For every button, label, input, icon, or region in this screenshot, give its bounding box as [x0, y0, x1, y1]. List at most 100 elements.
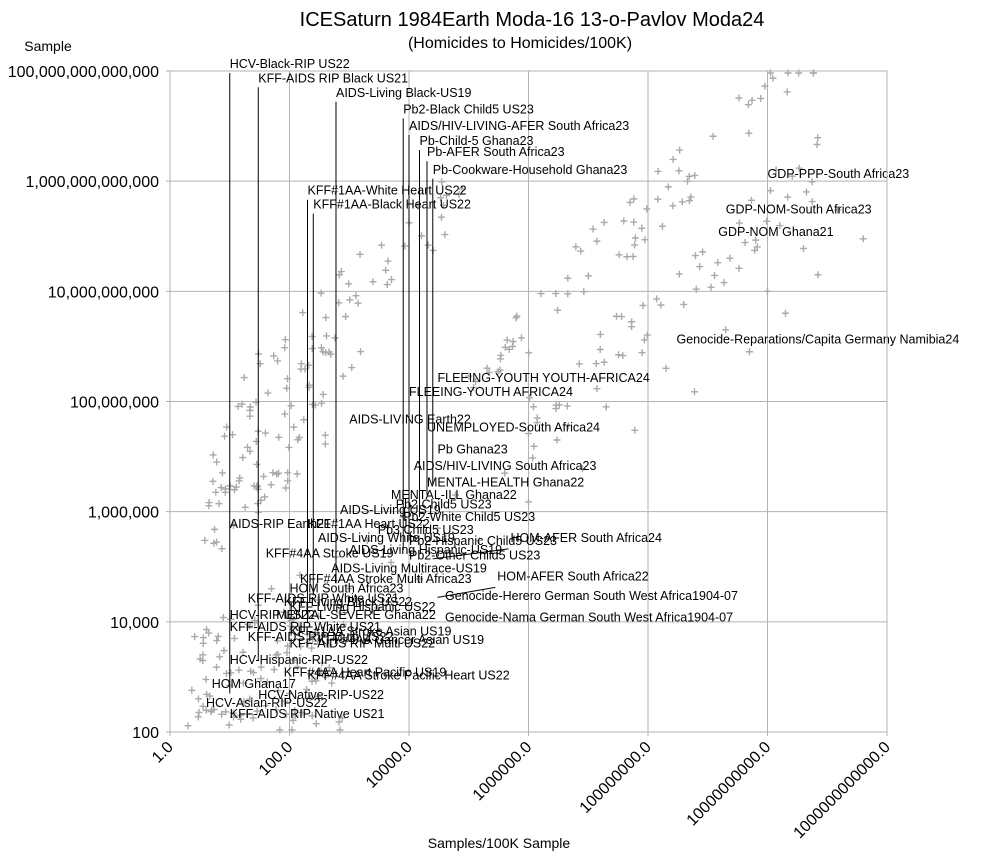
data-point	[795, 164, 803, 172]
data-point	[505, 345, 513, 353]
annotation-label: KFF-AIDS RIP Multi US22	[290, 637, 436, 651]
data-point	[628, 318, 636, 326]
data-point	[230, 522, 238, 530]
annotation-label: MENTAL-SEVERE Ghana22	[276, 608, 436, 622]
data-point	[808, 198, 816, 206]
data-point	[314, 693, 322, 701]
data-point	[253, 707, 261, 715]
data-point	[216, 653, 224, 661]
data-point	[384, 257, 392, 265]
data-point	[763, 217, 771, 225]
annotation-label: KFF#4AA Stroke Multi Africa23	[300, 572, 472, 586]
data-point	[219, 613, 227, 621]
data-point	[685, 172, 693, 180]
data-point	[339, 372, 347, 380]
data-point	[286, 622, 294, 630]
data-point	[653, 295, 661, 303]
data-point	[199, 651, 207, 659]
annotation-label: HOM-AFER South Africa22	[497, 569, 648, 583]
data-point	[222, 708, 230, 716]
y-tick-label: 1,000,000	[88, 505, 159, 522]
annotation-label: UNEMPLOYED-South Africa24	[427, 421, 600, 435]
y-tick-label: 100,000,000	[70, 395, 159, 412]
data-point	[726, 254, 734, 262]
annotation-label: FLEEING-YOUTH AFRICA24	[409, 385, 573, 399]
data-point	[735, 264, 743, 272]
data-point	[623, 253, 631, 261]
annotation-label: AIDS-Living US19	[340, 503, 441, 517]
data-point	[564, 274, 572, 282]
data-point	[458, 185, 466, 193]
annotation-label: MENTAL-HEALTH Ghana22	[427, 476, 584, 490]
data-point	[675, 270, 683, 278]
annotation-label: KFF#4AA Stroke Pacific Heart US22	[307, 668, 509, 682]
data-point	[282, 710, 290, 718]
data-point	[212, 663, 220, 671]
annotation-label: HCV-Asian-RIP-US22	[206, 696, 328, 710]
data-point	[589, 225, 597, 233]
data-point	[281, 344, 289, 352]
data-point	[206, 692, 214, 700]
x-tick-label: 10000000000.0	[684, 739, 775, 830]
data-point	[222, 485, 230, 493]
data-point	[580, 288, 588, 296]
data-point	[813, 141, 821, 149]
data-point	[296, 571, 304, 579]
x-tick-label: 10000.0	[363, 739, 416, 792]
data-point	[593, 237, 601, 245]
annotation-label: KFF Living Hispanic US22	[290, 600, 436, 614]
data-point	[788, 172, 796, 180]
data-point	[658, 222, 666, 230]
data-point	[240, 374, 248, 382]
data-point	[678, 198, 686, 206]
data-point	[283, 611, 291, 619]
annotation-label: Genocide-Herero German South West Africa…	[445, 589, 738, 603]
data-point	[761, 82, 769, 90]
data-point	[722, 326, 730, 334]
data-point	[225, 721, 233, 729]
annotation-label: AIDS-LIVING Earth22	[349, 413, 471, 427]
data-point	[230, 634, 238, 642]
data-point	[215, 500, 223, 508]
data-point	[272, 706, 280, 714]
data-point	[243, 710, 251, 718]
annotation-label: GDP-NOM Ghana21	[718, 225, 833, 239]
data-point	[735, 219, 743, 227]
annotation-label: KFF#1AA Stroke Asian US19	[290, 624, 452, 638]
data-point	[354, 299, 362, 307]
data-point	[256, 360, 264, 368]
data-point	[600, 358, 608, 366]
data-point	[293, 663, 301, 671]
data-point	[564, 290, 572, 298]
data-point	[643, 331, 651, 339]
x-tick-labels: 1.0 100.0 10000.0 1000000.0 100000000.0 10000…	[149, 739, 894, 842]
data-point	[247, 667, 255, 675]
data-point	[335, 718, 343, 726]
data-point	[630, 195, 638, 203]
data-point	[274, 357, 282, 365]
annotation-label: KFF-AIDS RIP Multi US22	[248, 630, 394, 644]
annotation-leader-line	[432, 548, 509, 560]
data-point	[299, 309, 307, 317]
data-point	[337, 268, 345, 276]
annotation-label: AIDS-Living Hispanic-US19	[349, 543, 502, 557]
annotation-label: Pb-AFER South Africa23	[427, 145, 565, 159]
data-point	[626, 198, 634, 206]
data-point	[284, 469, 292, 477]
annotation-label: HOM Ghana17	[212, 677, 296, 691]
data-point	[235, 666, 243, 674]
data-point	[212, 488, 220, 496]
data-point	[526, 394, 534, 402]
data-point	[261, 429, 269, 437]
data-point	[378, 241, 386, 249]
data-point	[654, 167, 662, 175]
data-point	[199, 634, 207, 642]
data-point	[319, 348, 327, 356]
x-tick-label: 100.0	[256, 739, 296, 779]
data-point	[662, 364, 670, 372]
data-point	[314, 637, 322, 645]
data-point	[283, 384, 291, 392]
y-tick-label: 10,000	[110, 615, 159, 632]
data-point	[323, 332, 331, 340]
